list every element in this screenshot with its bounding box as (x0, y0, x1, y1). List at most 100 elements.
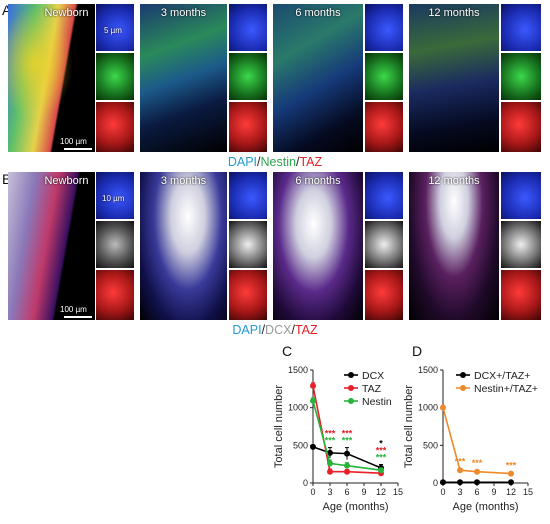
legend-label: DCX+/TAZ+ (474, 370, 530, 382)
scale-bar (64, 316, 92, 318)
inset-red (365, 102, 403, 152)
inset-red (365, 270, 403, 320)
series-line (312, 446, 382, 469)
legend-separator: / (291, 323, 295, 337)
tile-label: 3 months (160, 7, 207, 19)
x-tick-label: 9 (491, 487, 496, 497)
x-tick-label: 3 (327, 487, 332, 497)
x-tick-label: 6 (474, 487, 479, 497)
tile-label: 3 months (160, 175, 207, 187)
legend-dcx: DCX (265, 323, 292, 337)
inset-blue (229, 172, 267, 219)
x-tick-label: 12 (506, 487, 516, 497)
x-tick-label: 15 (523, 487, 533, 497)
legend-dapi: DAPI (227, 155, 258, 169)
x-tick-label: 6 (344, 487, 349, 497)
panel-b-letter: B (2, 171, 12, 187)
inset-red (229, 270, 267, 320)
data-point (508, 470, 514, 477)
inset-blue: 10 µm (96, 172, 134, 219)
significance-marker: *** (342, 436, 353, 446)
panel-b-6months-image: 6 months (273, 172, 363, 320)
chart-d: 0 500 1000 1500 0 3 6 9 12 15 Age (months) Total ce… (403, 365, 538, 513)
legend-marker (348, 398, 354, 404)
inset-red (96, 102, 134, 152)
data-point (344, 450, 350, 457)
data-point (440, 479, 446, 486)
inset-blue (365, 172, 403, 219)
inset-blue (229, 4, 267, 51)
x-tick-label: 12 (376, 487, 386, 497)
inset-red (229, 102, 267, 152)
data-point (474, 468, 480, 475)
data-point (378, 467, 384, 474)
legend-marker (348, 372, 354, 378)
tile-label: 6 months (295, 175, 341, 187)
data-point (310, 382, 316, 389)
series-line (312, 385, 382, 475)
data-point (474, 479, 480, 486)
inset-green (365, 53, 403, 100)
data-point (327, 468, 333, 475)
panel-b-channel-legend: DAPI/DCX/TAZ (0, 323, 550, 337)
x-axis-title: Age (months) (322, 501, 388, 513)
x-tick-label: 0 (310, 487, 315, 497)
data-point (327, 460, 333, 467)
significance-marker: *** (472, 458, 483, 468)
inset-gray (96, 221, 134, 268)
significance-marker: * (379, 439, 383, 449)
panel-b-12months-image: 12 months (409, 172, 499, 320)
panel-a-3months-image: 3 months (140, 4, 227, 152)
inset-gray (365, 221, 403, 268)
y-tick-label: 500 (293, 440, 308, 450)
x-axis-title: Age (months) (452, 501, 518, 513)
inset-scale-label: 5 µm (104, 26, 122, 35)
data-point (327, 449, 333, 456)
legend-label: DCX (362, 370, 384, 382)
significance-marker: *** (376, 446, 387, 456)
x-tick-label: 15 (393, 487, 403, 497)
scale-label: 100 µm (60, 305, 87, 314)
y-tick-label: 1000 (418, 403, 438, 413)
legend-marker (348, 385, 354, 391)
scale-bar (64, 148, 92, 150)
legend-taz: TAZ (299, 155, 323, 169)
inset-blue (365, 4, 403, 51)
significance-marker: *** (325, 436, 336, 446)
y-axis-title: Total cell number (403, 385, 415, 468)
tile-label: 6 months (295, 7, 341, 19)
significance-marker: *** (506, 460, 517, 470)
data-point (457, 467, 463, 474)
significance-marker: *** (455, 457, 466, 467)
x-tick-label: 9 (361, 487, 366, 497)
legend-separator: / (295, 155, 300, 169)
legend-label: Nestin+/TAZ+ (474, 383, 538, 395)
y-tick-label: 1500 (418, 365, 438, 375)
tile-label: Newborn (44, 175, 89, 187)
panel-a-channel-legend: DAPI/Nestin/TAZ (0, 155, 550, 169)
significance-marker: *** (376, 453, 387, 463)
data-point (310, 443, 316, 450)
inset-gray (229, 221, 267, 268)
panel-a-6months-image: 6 months (273, 4, 363, 152)
inset-green (96, 53, 134, 100)
data-point (310, 397, 316, 404)
inset-scale-label: 10 µm (102, 194, 125, 203)
legend-taz: TAZ (294, 323, 318, 337)
tile-label: 12 months (428, 175, 480, 187)
panel-a-letter: A (2, 2, 12, 18)
chart-c: 0 500 1000 1500 0 3 6 9 12 15 Age (months) Total ce… (273, 365, 403, 513)
significance-marker: *** (342, 429, 353, 439)
series-line (442, 407, 512, 475)
panel-b-3months-image: 3 months (140, 172, 227, 320)
inset-blue (501, 172, 541, 219)
significance-marker: *** (325, 429, 336, 439)
legend-separator: / (257, 155, 261, 169)
legend-marker (460, 385, 466, 391)
inset-red (501, 102, 541, 152)
tile-label: Newborn (44, 7, 89, 19)
inset-red (501, 270, 541, 320)
data-point (457, 479, 463, 486)
panel-c-letter: C (282, 343, 293, 359)
panel-b-newborn-image: Newborn 100 µm (8, 172, 95, 320)
